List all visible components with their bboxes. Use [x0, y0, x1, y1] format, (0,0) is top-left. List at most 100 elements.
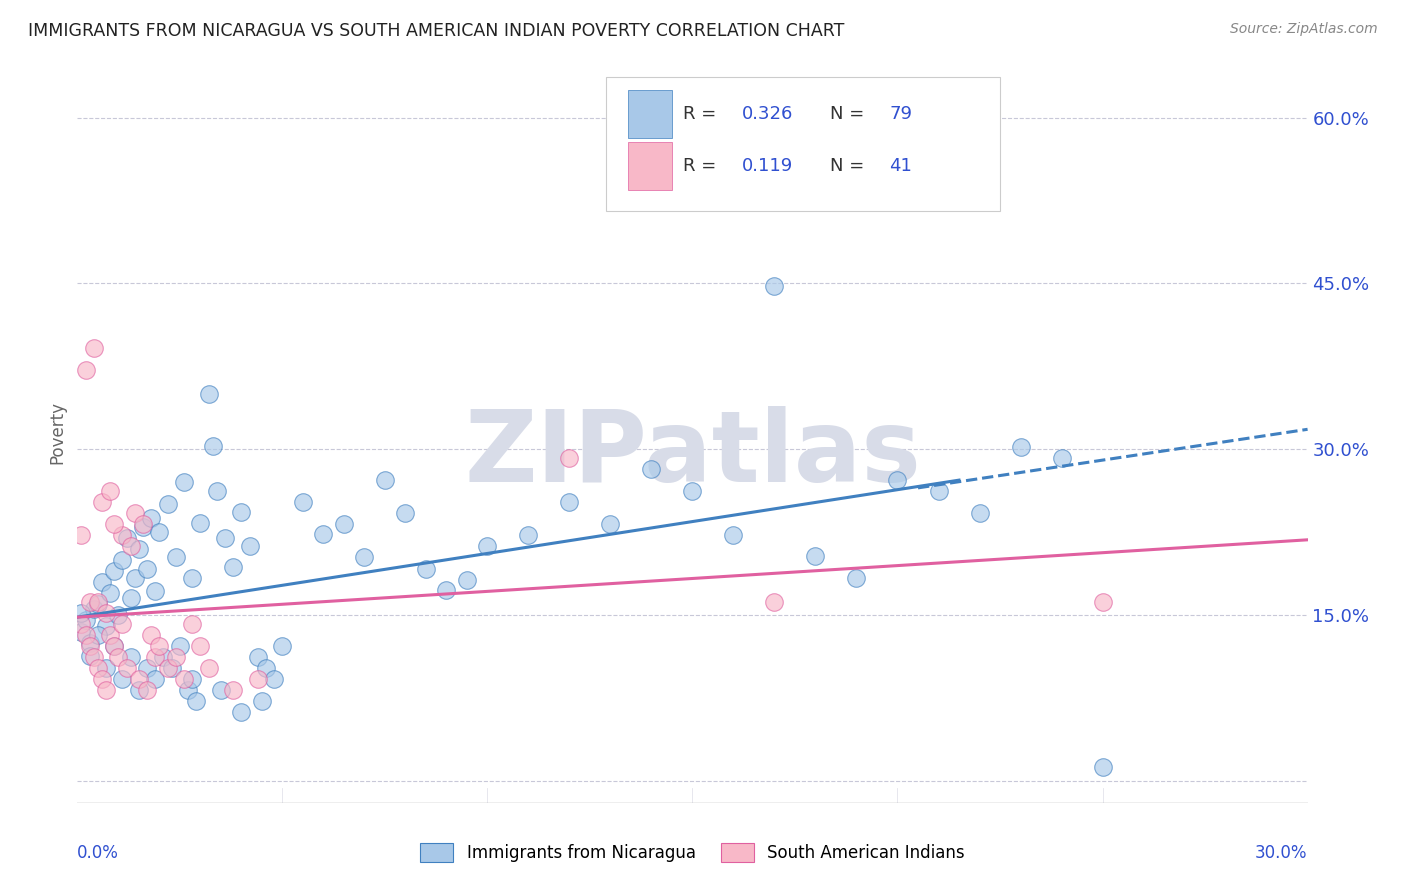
Point — [177, 683, 200, 698]
Point — [128, 683, 150, 698]
FancyBboxPatch shape — [606, 78, 1000, 211]
Point — [107, 649, 129, 664]
Point — [928, 484, 950, 499]
Point — [271, 639, 294, 653]
Point — [181, 572, 204, 586]
Text: 0.119: 0.119 — [742, 157, 793, 175]
Point — [90, 495, 114, 509]
Point — [98, 628, 121, 642]
Point — [132, 517, 155, 532]
Point — [124, 572, 146, 586]
Point — [87, 661, 110, 675]
Point — [120, 591, 142, 606]
Point — [107, 607, 129, 622]
Point — [845, 572, 868, 586]
Point — [90, 574, 114, 589]
Point — [682, 484, 704, 499]
Point — [98, 586, 121, 600]
Point — [70, 616, 93, 631]
Point — [98, 484, 121, 499]
Point — [79, 635, 101, 649]
Point — [456, 573, 478, 587]
Point — [83, 341, 105, 355]
Point — [333, 517, 356, 532]
Point — [969, 506, 991, 520]
Point — [79, 648, 101, 663]
Point — [79, 595, 101, 609]
Bar — [628, 90, 672, 138]
Point — [94, 683, 117, 698]
Point — [128, 672, 150, 686]
Point — [156, 498, 179, 512]
Point — [517, 528, 540, 542]
Point — [152, 649, 174, 664]
Point — [115, 661, 138, 675]
Point — [231, 505, 253, 519]
Point — [124, 506, 146, 520]
Point — [75, 628, 97, 642]
Point — [148, 524, 170, 539]
Point — [143, 672, 166, 686]
Point — [75, 614, 97, 628]
Point — [312, 527, 335, 541]
Point — [214, 531, 236, 545]
Legend: Immigrants from Nicaragua, South American Indians: Immigrants from Nicaragua, South America… — [413, 836, 972, 869]
Point — [188, 516, 212, 531]
Point — [165, 649, 187, 664]
Point — [205, 484, 228, 499]
Point — [141, 510, 163, 524]
Point — [75, 362, 97, 376]
Y-axis label: Poverty: Poverty — [48, 401, 66, 464]
Point — [111, 552, 134, 566]
Point — [246, 649, 269, 664]
Text: N =: N = — [831, 157, 870, 175]
Point — [886, 473, 908, 487]
Point — [197, 661, 219, 675]
Point — [374, 473, 396, 487]
Point — [111, 616, 134, 631]
Point — [222, 683, 245, 698]
Point — [181, 672, 204, 686]
Point — [188, 639, 212, 653]
Point — [436, 582, 458, 597]
Point — [263, 672, 285, 686]
Point — [94, 661, 117, 675]
Text: 79: 79 — [890, 105, 912, 123]
Point — [87, 628, 110, 642]
Point — [763, 278, 786, 293]
Point — [160, 661, 183, 675]
Point — [239, 540, 262, 554]
Point — [87, 597, 110, 611]
Point — [136, 561, 159, 575]
Point — [558, 450, 581, 465]
Point — [111, 528, 134, 542]
Point — [477, 540, 499, 554]
Point — [291, 495, 314, 509]
Point — [599, 517, 621, 532]
Point — [70, 624, 93, 639]
Point — [640, 462, 662, 476]
Point — [132, 519, 155, 533]
Point — [186, 694, 208, 708]
Point — [254, 661, 277, 675]
Text: IMMIGRANTS FROM NICARAGUA VS SOUTH AMERICAN INDIAN POVERTY CORRELATION CHART: IMMIGRANTS FROM NICARAGUA VS SOUTH AMERI… — [28, 22, 845, 40]
Point — [136, 683, 159, 698]
Point — [90, 672, 114, 686]
Point — [804, 549, 827, 564]
Point — [128, 541, 150, 556]
Point — [558, 495, 581, 509]
Point — [87, 595, 110, 609]
Point — [165, 550, 187, 565]
Text: ZIPatlas: ZIPatlas — [464, 407, 921, 503]
Point — [201, 439, 224, 453]
Point — [103, 639, 125, 653]
Point — [415, 561, 437, 575]
Point — [143, 583, 166, 598]
Point — [250, 694, 273, 708]
Point — [83, 649, 105, 664]
Point — [353, 550, 375, 565]
Point — [70, 528, 93, 542]
Point — [94, 606, 117, 620]
Point — [143, 649, 166, 664]
Point — [103, 564, 125, 578]
